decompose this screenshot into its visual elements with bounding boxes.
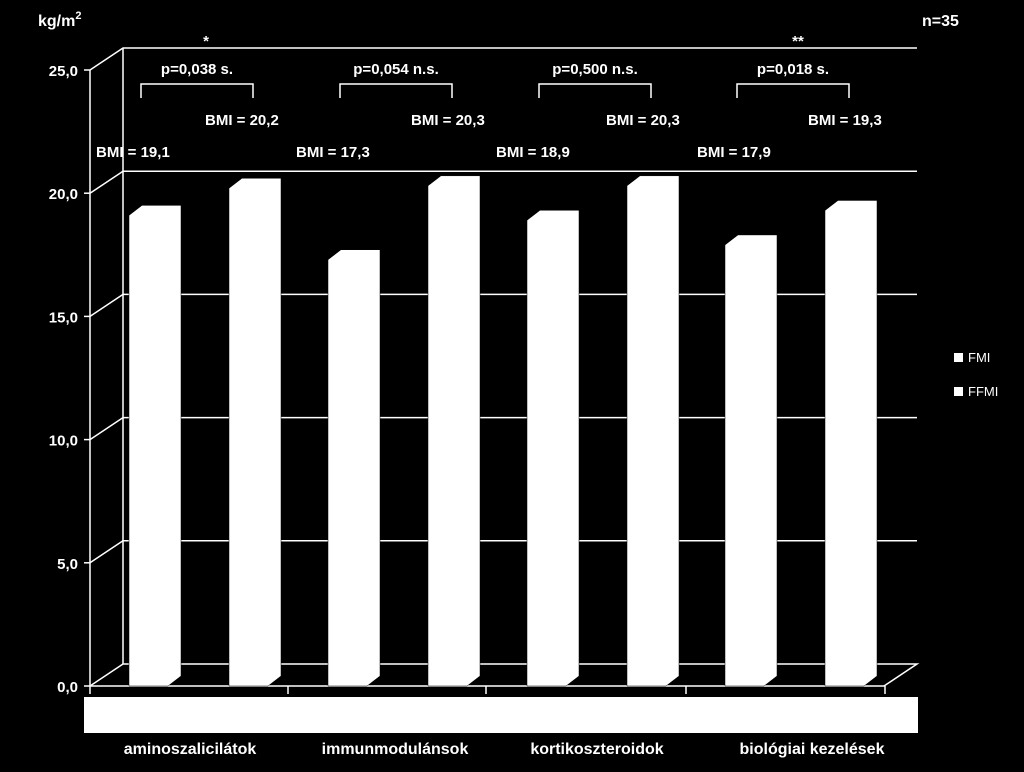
bar-ffmi-2 [626, 175, 680, 687]
legend-label: FFMI [968, 384, 998, 399]
y-tick-label: 5,0 [57, 556, 78, 573]
bar-fmi-3 [724, 234, 778, 687]
bmi-label: BMI = 19,1 [96, 144, 170, 161]
bmi-label: BMI = 17,3 [296, 144, 370, 161]
significance-bracket [736, 83, 850, 98]
bmi-label: BMI = 20,2 [205, 112, 279, 129]
significance-bracket [538, 83, 652, 98]
bar-ffmi-0 [228, 178, 282, 687]
category-label-band [84, 697, 918, 733]
y-tick-label: 10,0 [49, 433, 78, 450]
bar-ffmi-3 [824, 200, 878, 687]
p-value-label: p=0,038 s. [161, 61, 233, 78]
category-label: immunmodulánsok [322, 741, 469, 758]
p-value-label: p=0,018 s. [757, 61, 829, 78]
bmi-label: BMI = 19,3 [808, 112, 882, 129]
bar-layer [128, 175, 878, 687]
category-label: aminoszalicilátok [124, 741, 257, 758]
bmi-label: BMI = 20,3 [606, 112, 680, 129]
bmi-label: BMI = 20,3 [411, 112, 485, 129]
bmi-label: BMI = 17,9 [697, 144, 771, 161]
category-label: kortikoszteroidok [530, 741, 663, 758]
y-tick-label: 20,0 [49, 186, 78, 203]
p-value-label: p=0,500 n.s. [552, 61, 637, 78]
bar-fmi-0 [128, 205, 182, 687]
sample-size-note: n=35 [922, 13, 959, 30]
legend: FMI FFMI [954, 350, 998, 399]
significance-bracket [140, 83, 254, 98]
significance-stars: ** [792, 33, 804, 50]
bmi-label: BMI = 18,9 [496, 144, 570, 161]
bar-ffmi-1 [427, 175, 481, 687]
significance-bracket [339, 83, 453, 98]
bar-fmi-2 [526, 210, 580, 687]
floor-gridline [89, 663, 920, 687]
significance-stars: * [203, 33, 209, 50]
category-label: biológiai kezelések [740, 741, 885, 758]
label-layer: BMI = 19,1 BMI = 20,2 p=0,038 s. * aminoszal… [96, 33, 885, 758]
y-tick-label: 0,0 [57, 679, 78, 696]
y-tick-label: 25,0 [49, 63, 78, 80]
legend-swatch [954, 353, 963, 362]
y-tick-label: 15,0 [49, 309, 78, 326]
legend-swatch [954, 387, 963, 396]
y-axis-label: kg/m2 [38, 10, 81, 30]
legend-label: FMI [968, 350, 990, 365]
bar-fmi-1 [327, 249, 381, 687]
p-value-label: p=0,054 n.s. [353, 61, 438, 78]
